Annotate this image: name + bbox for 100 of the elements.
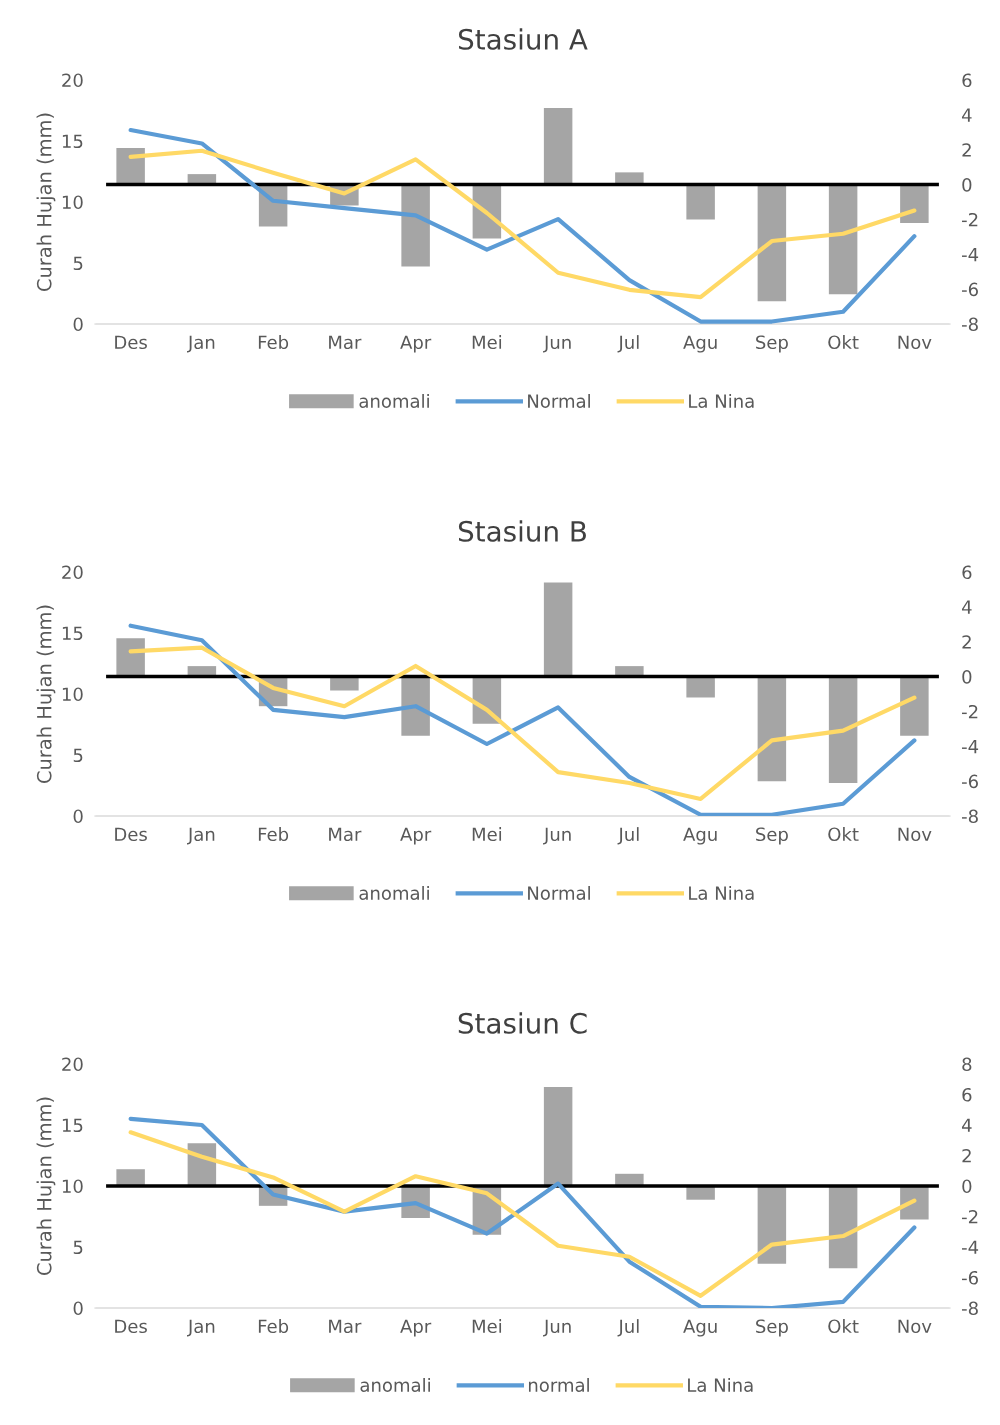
x-tick-label: Sep — [756, 335, 788, 353]
y2-tick-label: -2 — [961, 1209, 978, 1224]
y-tick-label: 20 — [62, 73, 83, 88]
x-tick-label: Apr — [400, 827, 432, 845]
y2-tick-label: 0 — [962, 178, 972, 192]
y2-tick-label: -8 — [961, 317, 978, 332]
x-tick-label: Jun — [543, 1319, 571, 1337]
y2-tick-label: -2 — [961, 212, 978, 227]
legend-label: La Nina — [689, 393, 754, 408]
bar — [757, 184, 787, 302]
x-tick-label: Nov — [898, 1319, 932, 1334]
bar — [686, 184, 715, 220]
y2-tick-label: -6 — [961, 282, 978, 297]
x-tick-label: Agu — [683, 827, 717, 845]
x-tick-label: Des — [115, 827, 147, 842]
y-tick-label: 20 — [62, 1057, 83, 1072]
bar — [543, 107, 573, 185]
legend-label: normal — [528, 1377, 589, 1392]
legend-label: anomali — [359, 393, 429, 408]
chart-title: Stasiun B — [458, 520, 586, 542]
line-series — [128, 148, 917, 300]
y-tick-label: 5 — [73, 748, 83, 763]
x-tick-label: Jan — [187, 827, 215, 845]
y2-tick-label: 0 — [962, 1179, 972, 1194]
y2-tick-label: 0 — [962, 670, 972, 684]
y-tick-label: 15 — [62, 1118, 83, 1133]
y2-tick-label: 4 — [961, 600, 972, 614]
y2-tick-label: 6 — [962, 73, 972, 88]
x-tick-label: Des — [115, 1319, 147, 1334]
x-tick-label: Jan — [187, 1319, 215, 1337]
y2-tick-label: -6 — [961, 774, 978, 789]
x-tick-label: Mar — [329, 335, 362, 350]
x-tick-label: Agu — [683, 1319, 717, 1337]
y-tick-label: 20 — [62, 565, 83, 580]
bar — [543, 1086, 573, 1186]
y-tick-label: 15 — [62, 626, 83, 641]
legend-label: La Nina — [689, 885, 754, 900]
y-tick-label: 15 — [62, 134, 83, 149]
y2-tick-label: 8 — [962, 1057, 972, 1072]
x-tick-label: Feb — [258, 335, 289, 350]
x-tick-label: Jun — [543, 335, 571, 353]
y2-tick-label: 6 — [962, 1087, 972, 1102]
legend-label: anomali — [360, 1377, 430, 1392]
x-tick-label: Jan — [187, 335, 215, 353]
x-tick-label: Feb — [258, 1319, 289, 1334]
bar — [757, 1186, 787, 1264]
y2-tick-label: -8 — [961, 1301, 978, 1316]
bar — [900, 676, 929, 736]
y-tick-label: 0 — [73, 1301, 83, 1316]
line-series — [128, 127, 917, 324]
y2-tick-label: -2 — [961, 704, 978, 719]
y-tick-label: 0 — [73, 809, 83, 824]
line-series — [128, 645, 917, 802]
y-tick-label: 10 — [62, 1179, 83, 1194]
bar — [543, 582, 573, 677]
y-axis-title: Curah Hujan (mm) — [36, 113, 56, 291]
y2-tick-label: -4 — [961, 739, 979, 754]
x-tick-label: Nov — [898, 827, 932, 842]
legend-label: Normal — [528, 393, 590, 408]
y2-tick-label: 6 — [962, 565, 972, 580]
legend-label: La Nina — [688, 1377, 753, 1392]
x-tick-label: Jul — [617, 1319, 639, 1337]
line-series — [128, 623, 917, 816]
x-tick-label: Mar — [329, 1319, 362, 1334]
bar — [828, 676, 858, 783]
x-tick-label: Mei — [472, 1319, 502, 1334]
x-tick-label: Apr — [400, 1319, 432, 1337]
y2-tick-label: -8 — [961, 809, 978, 824]
legend-label: Normal — [528, 885, 590, 900]
x-tick-label: Okt — [828, 827, 859, 842]
y-tick-label: 10 — [62, 687, 83, 702]
bar — [900, 184, 929, 223]
chart-title: Stasiun C — [458, 1012, 587, 1034]
y2-tick-label: -6 — [961, 1270, 978, 1285]
y2-tick-label: 4 — [961, 1118, 972, 1132]
y-tick-label: 5 — [73, 256, 83, 271]
y2-tick-label: -4 — [961, 1240, 979, 1254]
bar — [757, 676, 787, 782]
y2-tick-label: 2 — [962, 635, 971, 649]
chart-title: Stasiun A — [458, 28, 588, 50]
y2-tick-label: 4 — [961, 108, 972, 122]
x-tick-label: Nov — [898, 335, 932, 350]
x-tick-label: Okt — [828, 1319, 859, 1334]
x-tick-label: Mar — [329, 827, 362, 842]
bar — [828, 1186, 858, 1269]
bar — [686, 676, 715, 698]
x-tick-label: Okt — [828, 335, 859, 350]
y2-tick-label: 2 — [962, 1148, 971, 1163]
y-axis-title: Curah Hujan (mm) — [36, 1097, 56, 1275]
x-tick-label: Sep — [756, 827, 788, 845]
x-tick-label: Jul — [617, 335, 639, 353]
x-tick-label: Jun — [543, 827, 571, 845]
y2-tick-label: 2 — [962, 143, 971, 157]
bar — [828, 184, 858, 295]
bar — [401, 184, 430, 267]
y-axis-title: Curah Hujan (mm) — [36, 605, 56, 783]
bar — [330, 676, 359, 691]
x-tick-label: Apr — [400, 335, 432, 353]
x-tick-label: Sep — [756, 1319, 788, 1337]
legend-label: anomali — [359, 885, 429, 900]
